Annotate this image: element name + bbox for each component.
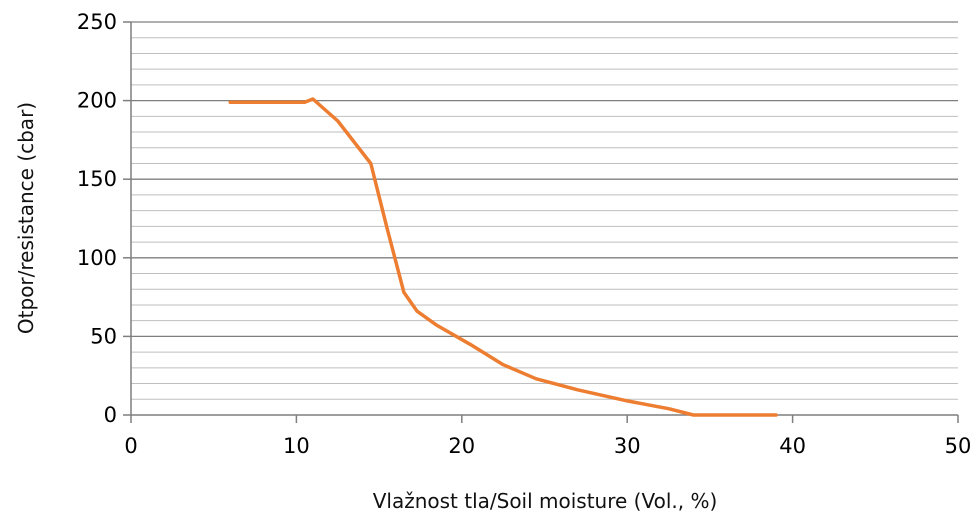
x-tick-label: 10 [283,434,310,458]
y-tick-label: 100 [77,246,117,270]
series-layer [228,97,778,417]
y-tick-label: 150 [77,167,117,191]
x-axis-title: Vlažnost tla/Soil moisture (Vol., %) [373,489,718,513]
y-tick-label: 0 [104,403,117,427]
y-axis-title: Otpor/resistance (cbar) [14,102,38,334]
x-tick-labels: 0 10 20 30 40 50 [124,415,971,458]
minor-gridlines [131,37,958,400]
y-tick-label: 250 [77,10,117,34]
series-line [228,97,778,417]
y-tick-labels: 0 50 100 150 200 250 [77,10,131,427]
x-tick-label: 30 [614,434,641,458]
y-tick-label: 200 [77,89,117,113]
x-tick-label: 40 [779,434,806,458]
y-tick-label: 50 [90,324,117,348]
x-tick-label: 50 [945,434,972,458]
axes [130,22,958,416]
x-tick-label: 0 [124,434,137,458]
x-tick-label: 20 [448,434,475,458]
